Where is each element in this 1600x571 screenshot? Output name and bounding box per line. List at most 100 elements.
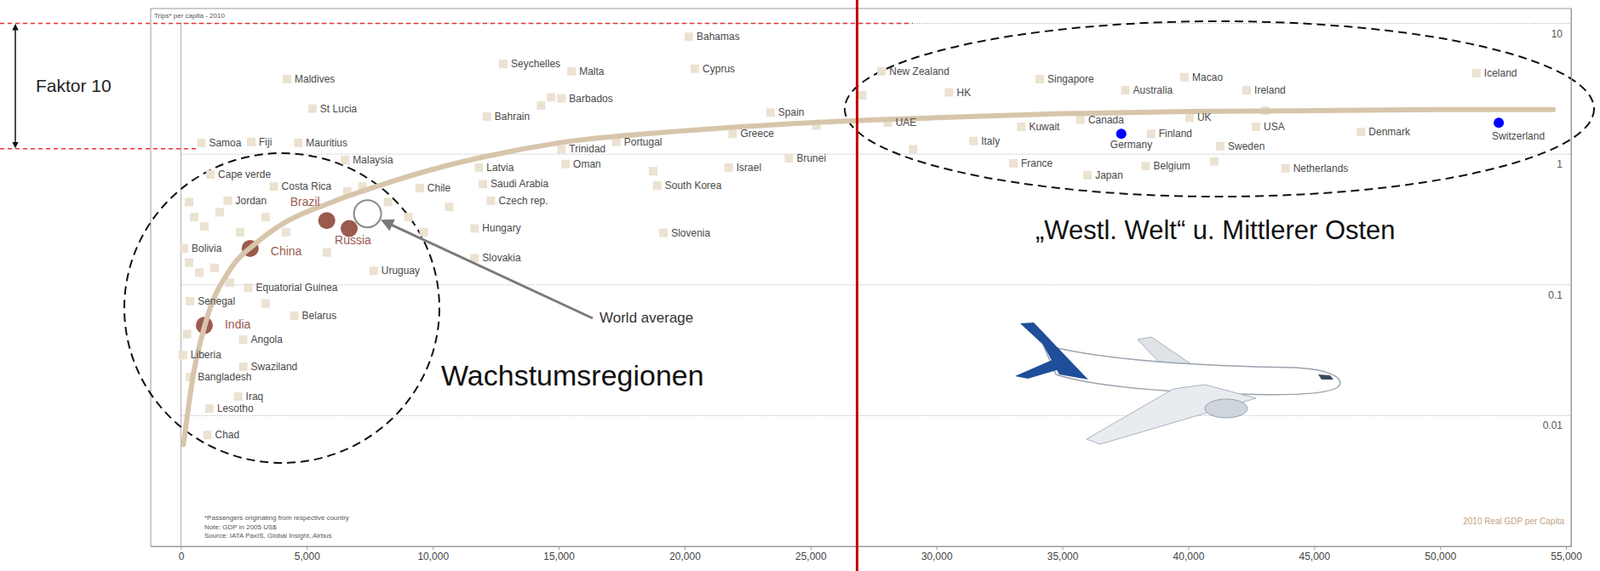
- point-square: [183, 330, 192, 339]
- point-label: Iraq: [246, 390, 264, 403]
- point-square: [877, 67, 886, 76]
- x-tick: 30,000: [921, 546, 953, 563]
- point-label: Portugal: [624, 136, 663, 149]
- point-square: [269, 182, 279, 191]
- point-square: [648, 166, 658, 176]
- point-square: [234, 392, 243, 402]
- point-label: UK: [1197, 111, 1212, 124]
- factor-arrow: [14, 25, 17, 148]
- airplane-cockpit: [1318, 374, 1334, 380]
- x-axis-line: [151, 546, 1572, 548]
- point-dot: [1116, 128, 1127, 139]
- point-square: [185, 297, 195, 306]
- point-square: [724, 163, 734, 173]
- point-label: Singapore: [1047, 73, 1095, 86]
- airplane: [1015, 322, 1341, 445]
- point-label: Trinidad: [568, 143, 606, 155]
- x-tick-mark: [432, 546, 434, 551]
- x-tick-mark: [306, 546, 308, 551]
- point-label: Canada: [1088, 114, 1125, 127]
- footnote: Note: GDP in 2005 US$: [204, 523, 277, 532]
- point-square: [784, 154, 793, 163]
- grid-line: [180, 284, 1572, 286]
- airplane-engine: [1204, 399, 1248, 419]
- point-square: [1251, 122, 1261, 132]
- point-label: Jordan: [235, 194, 267, 207]
- point-square: [556, 144, 566, 154]
- factor-line: [0, 22, 913, 25]
- point-label: Malta: [579, 65, 605, 78]
- x-tick-mark: [1439, 546, 1441, 551]
- point-label: Barbados: [568, 92, 613, 105]
- plot-frame: [150, 8, 1572, 547]
- point-square: [206, 170, 215, 179]
- point-label: Seychelles: [510, 57, 561, 70]
- point-square: [419, 228, 429, 237]
- x-tick-mark: [1187, 546, 1189, 551]
- x-tick-mark: [1565, 546, 1567, 551]
- point-square: [482, 112, 492, 121]
- point-label: Samoa: [208, 137, 241, 150]
- point-label: Sweden: [1227, 140, 1265, 153]
- x-tick-label: 20,000: [669, 550, 701, 563]
- point-label: Lesotho: [217, 402, 254, 415]
- point-square: [340, 155, 350, 165]
- point-label: New Zealand: [888, 65, 950, 78]
- x-tick: 25,000: [795, 546, 827, 563]
- point-open-circle: [354, 200, 382, 228]
- point-label: Bahrain: [494, 110, 530, 123]
- point-square: [1242, 86, 1251, 95]
- point-square: [474, 163, 483, 173]
- point-square: [857, 91, 866, 100]
- point-square: [290, 311, 299, 321]
- point-label: Oman: [573, 158, 602, 171]
- point-square: [1016, 122, 1026, 132]
- y-tick: 10: [1551, 23, 1572, 41]
- point-label: Czech rep.: [498, 194, 549, 207]
- point-square: [200, 222, 209, 231]
- airplane-stabilizer: [1015, 359, 1072, 379]
- x-tick: 45,000: [1298, 546, 1331, 563]
- x-tick: 50,000: [1424, 546, 1457, 563]
- region-ellipses: [124, 21, 1595, 464]
- point-label: Macao: [1192, 71, 1223, 84]
- point-label: Australia: [1133, 84, 1174, 97]
- point-label: Uruguay: [381, 264, 420, 277]
- point-label: Russia: [334, 233, 372, 247]
- point-label: Belgium: [1152, 160, 1190, 173]
- point-label: Maldives: [294, 73, 335, 86]
- airplane-near-wing: [1086, 384, 1256, 445]
- x-tick-label: 45,000: [1298, 550, 1331, 563]
- point-label: Brazil: [290, 194, 321, 209]
- y-tick: 1: [1556, 154, 1572, 172]
- point-square: [1180, 73, 1189, 82]
- grid-line: [180, 415, 1572, 417]
- chart-title: Trips* per capita - 2010: [154, 11, 225, 20]
- point-label: Latvia: [486, 161, 514, 174]
- x-tick-label: 5,000: [294, 550, 321, 563]
- point-label: Japan: [1095, 169, 1124, 182]
- x-tick-label: 40,000: [1173, 550, 1205, 563]
- point-label: Belarus: [302, 309, 338, 322]
- y-tick-label: 1: [1556, 158, 1563, 171]
- point-label: Malaysia: [352, 154, 394, 167]
- point-label: Germany: [1110, 138, 1153, 151]
- point-label: Iceland: [1484, 67, 1518, 80]
- x-axis-title: 2010 Real GDP per Capita: [1462, 516, 1565, 527]
- point-label: Bahamas: [696, 30, 740, 43]
- point-square: [243, 283, 253, 293]
- point-square: [728, 129, 737, 138]
- point-label: Finland: [1158, 127, 1193, 140]
- factor-line: [0, 148, 198, 150]
- point-square: [444, 202, 454, 212]
- x-tick-mark: [810, 546, 812, 551]
- point-square: [1146, 129, 1156, 138]
- point-square: [223, 196, 232, 206]
- y-tick: 0.1: [1548, 285, 1572, 302]
- point-label: Saudi Arabia: [490, 177, 549, 190]
- point-label: USA: [1263, 120, 1285, 133]
- point-label: Hungary: [481, 222, 521, 235]
- point-label: Switzerland: [1491, 130, 1545, 143]
- point-label: Chad: [215, 429, 241, 442]
- x-tick-label: 35,000: [1047, 550, 1079, 563]
